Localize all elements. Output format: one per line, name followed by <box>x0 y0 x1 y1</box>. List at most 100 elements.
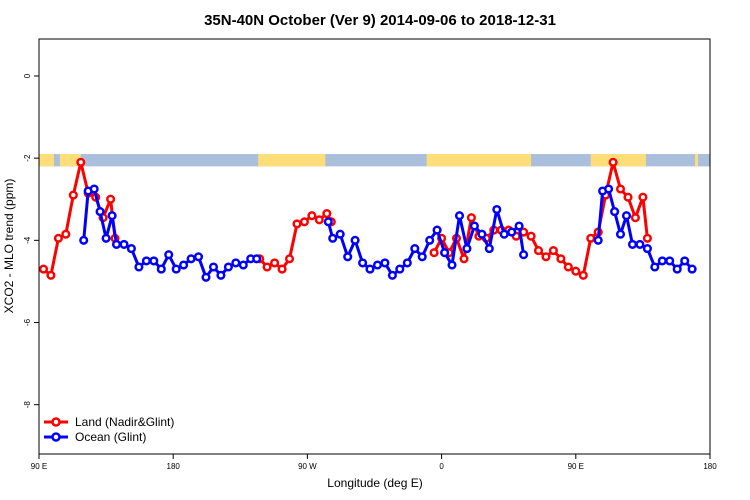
series-0-point-2-0 <box>429 248 439 258</box>
series-0-point-1-4 <box>284 254 295 264</box>
y-tick-label-2: -4 <box>23 236 32 244</box>
series-1-point-0-4 <box>101 233 111 243</box>
series-0-point-2-14 <box>533 246 544 256</box>
series-1-point-0-21 <box>223 262 233 272</box>
series-1-point-1-26 <box>514 221 524 231</box>
series-1-point-0-19 <box>208 262 219 272</box>
series-1-point-0-2 <box>89 184 99 194</box>
land-mask-band <box>39 154 710 167</box>
series-1-point-1-9 <box>387 270 397 280</box>
series-1-point-2-2 <box>604 184 614 194</box>
series-1-point-2-12 <box>672 264 682 274</box>
series-0-point-2-5 <box>466 213 476 223</box>
land-segment-4 <box>590 154 646 167</box>
series-1-point-1-14 <box>425 235 435 245</box>
series-0-point-2-24 <box>608 157 618 167</box>
land-segment-5 <box>695 154 699 167</box>
legend-marker-0 <box>51 417 61 427</box>
x-axis: 90 E 180 90 W 0 90 E 180 <box>31 454 717 471</box>
series-1-point-1-17 <box>447 260 457 270</box>
series-1 <box>79 184 697 282</box>
series-0-point-0-1 <box>46 270 56 280</box>
y-tick-label-4: -8 <box>23 401 32 409</box>
series-1-point-0-9 <box>134 262 144 272</box>
y-tick-label-3: -6 <box>23 318 32 326</box>
series-1-point-2-9 <box>650 262 660 272</box>
series-1-point-0-16 <box>186 254 196 264</box>
series-0-point-2-19 <box>571 266 581 276</box>
x-tick-label-4: 90 E <box>568 462 584 471</box>
x-tick-label-1: 180 <box>167 462 181 471</box>
series-layer <box>38 157 697 282</box>
series-0-point-2-26 <box>623 192 633 202</box>
series-0-point-0-4 <box>68 190 78 200</box>
land-segment-3 <box>426 154 532 167</box>
series-0-point-2-13 <box>526 231 536 241</box>
legend-entry-1: Ocean (Glint) <box>75 430 146 444</box>
x-tick-label-5: 180 <box>703 462 717 471</box>
x-axis-label: Longitude (deg E) <box>327 476 422 490</box>
series-0-point-0-0 <box>38 264 49 274</box>
series-1-point-2-14 <box>687 264 697 274</box>
x-tick-label-3: 0 <box>439 462 444 471</box>
series-0-point-2-21 <box>586 233 596 243</box>
y-axis: 0 -2 -4 -6 -8 <box>23 73 39 408</box>
series-1-point-1-2 <box>335 229 345 239</box>
series-1-point-1-16 <box>440 248 450 258</box>
series-0-point-2-29 <box>642 233 652 243</box>
series-1-point-0-18 <box>201 272 211 282</box>
series-1-point-0-23 <box>238 260 248 270</box>
series-1-point-2-7 <box>635 239 645 249</box>
series-1-point-2-13 <box>680 256 690 266</box>
series-0-point-2-4 <box>459 254 469 264</box>
series-1-point-0-22 <box>231 258 241 268</box>
series-0-point-2-20 <box>578 270 588 280</box>
series-1-point-1-13 <box>417 252 427 262</box>
series-0-point-2-27 <box>630 213 640 223</box>
land-segment-2 <box>258 154 326 167</box>
land-segment-0 <box>39 154 54 167</box>
series-1-line-1 <box>326 208 526 277</box>
series-1-point-0-7 <box>119 239 129 249</box>
legend-entry-0: Land (Nadir&Glint) <box>75 415 174 429</box>
y-tick-label-0: 0 <box>23 73 32 78</box>
series-1-point-1-10 <box>395 264 405 274</box>
series-1-point-1-23 <box>492 204 502 215</box>
series-0-point-2-15 <box>541 252 551 262</box>
series-1-point-1-4 <box>350 235 360 245</box>
series-1-point-0-6 <box>111 239 122 249</box>
legend-marker-1 <box>51 432 61 442</box>
series-1-point-1-24 <box>499 229 509 239</box>
series-1-point-1-3 <box>343 252 353 262</box>
series-1-point-0-8 <box>126 244 136 254</box>
series-1-point-0-0 <box>79 235 89 245</box>
series-1-point-1-1 <box>328 233 338 243</box>
series-1-point-1-15 <box>432 225 442 235</box>
land-segment-1 <box>59 154 81 167</box>
series-0-point-2-28 <box>638 192 648 202</box>
series-1-point-1-6 <box>365 264 375 274</box>
series-1-point-0-13 <box>164 250 174 260</box>
series-1-point-0-20 <box>216 270 226 280</box>
series-1-point-0-3 <box>95 207 105 217</box>
chart-title: 35N-40N October (Ver 9) 2014-09-06 to 20… <box>204 12 556 29</box>
series-1-point-0-12 <box>156 264 166 274</box>
series-1-point-1-12 <box>410 244 420 254</box>
series-0-point-0-5 <box>76 157 86 167</box>
series-1-point-2-5 <box>621 211 632 221</box>
series-1-point-0-17 <box>193 252 204 262</box>
series-0-point-1-1 <box>262 262 272 272</box>
series-1-point-1-18 <box>454 211 465 221</box>
series-1-point-2-11 <box>665 256 675 266</box>
series-0-point-2-16 <box>548 246 558 256</box>
series-1-point-1-27 <box>519 250 529 260</box>
series-0-point-2-25 <box>615 184 626 194</box>
series-1-point-2-8 <box>642 244 652 254</box>
series-1-point-0-11 <box>149 256 159 266</box>
series-1-point-0-5 <box>107 211 117 221</box>
series-1-point-1-11 <box>402 258 412 268</box>
ocean-band <box>39 154 710 167</box>
series-0-point-1-7 <box>307 211 317 221</box>
series-1-point-1-20 <box>469 221 479 231</box>
